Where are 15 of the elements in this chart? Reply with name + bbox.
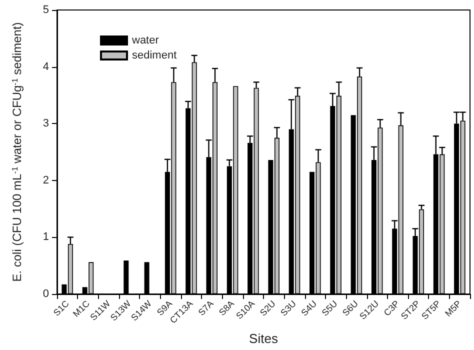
x-tick-label: S8A (216, 298, 236, 318)
legend-label: water (131, 34, 160, 46)
x-tick-label: S5U (320, 298, 340, 318)
y-tick-label: 5 (42, 4, 49, 16)
y-tick-label: 4 (42, 60, 49, 73)
y-tick-label: 1 (42, 231, 49, 244)
y-tick-label: 2 (42, 174, 49, 186)
y-tick-label: 3 (42, 118, 49, 130)
x-tick-label: S7A (196, 298, 216, 318)
y-tick-label: 0 (42, 288, 49, 300)
x-tick-label: C3P (382, 298, 402, 318)
legend-label: sediment (132, 50, 177, 62)
x-tick-label: S1C (51, 298, 72, 318)
x-axis-title: Sites (249, 331, 278, 346)
y-axis-title: E. coli (CFU 100 mL-1 water or CFUg-1 sediment) (10, 22, 24, 282)
